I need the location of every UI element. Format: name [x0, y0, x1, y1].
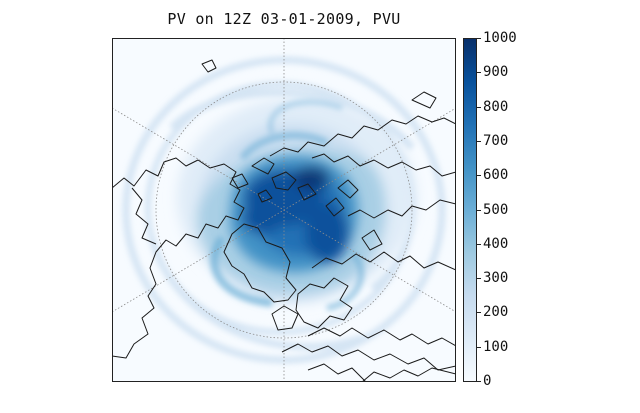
colorbar — [463, 38, 477, 382]
graticule — [112, 38, 456, 382]
colorbar-tick-label: 700 — [483, 132, 509, 149]
colorbar-tick-label: 500 — [483, 201, 509, 218]
colorbar-tick — [477, 209, 481, 211]
colorbar-tick — [477, 381, 481, 382]
colorbar-tick-label: 400 — [483, 235, 509, 252]
colorbar-tick-label: 600 — [483, 167, 509, 184]
colorbar-tick — [477, 140, 481, 142]
colorbar-tick — [477, 38, 481, 39]
colorbar-tick-label: 800 — [483, 98, 509, 115]
pv-streamers — [210, 99, 365, 311]
polar-map — [112, 38, 456, 382]
plot-title: PV on 12Z 03-01-2009, PVU — [167, 10, 401, 28]
coastlines — [112, 59, 456, 382]
colorbar-tick — [477, 72, 481, 74]
colorbar-tick-label: 300 — [483, 270, 509, 287]
colorbar-tick — [477, 346, 481, 348]
colorbar-tick-label: 1000 — [483, 30, 517, 46]
colorbar-tick-label: 200 — [483, 304, 509, 321]
pv-vortex-core — [229, 155, 358, 273]
colorbar-tick — [477, 278, 481, 280]
colorbar-tick — [477, 312, 481, 314]
colorbar-tick-label: 900 — [483, 64, 509, 81]
colorbar-tick-label: 0 — [483, 373, 492, 389]
map-border — [112, 38, 456, 382]
colorbar-tick — [477, 106, 481, 108]
colorbar-tick — [477, 243, 481, 245]
colorbar-tick-label: 100 — [483, 338, 509, 355]
colorbar-tick — [477, 175, 481, 177]
